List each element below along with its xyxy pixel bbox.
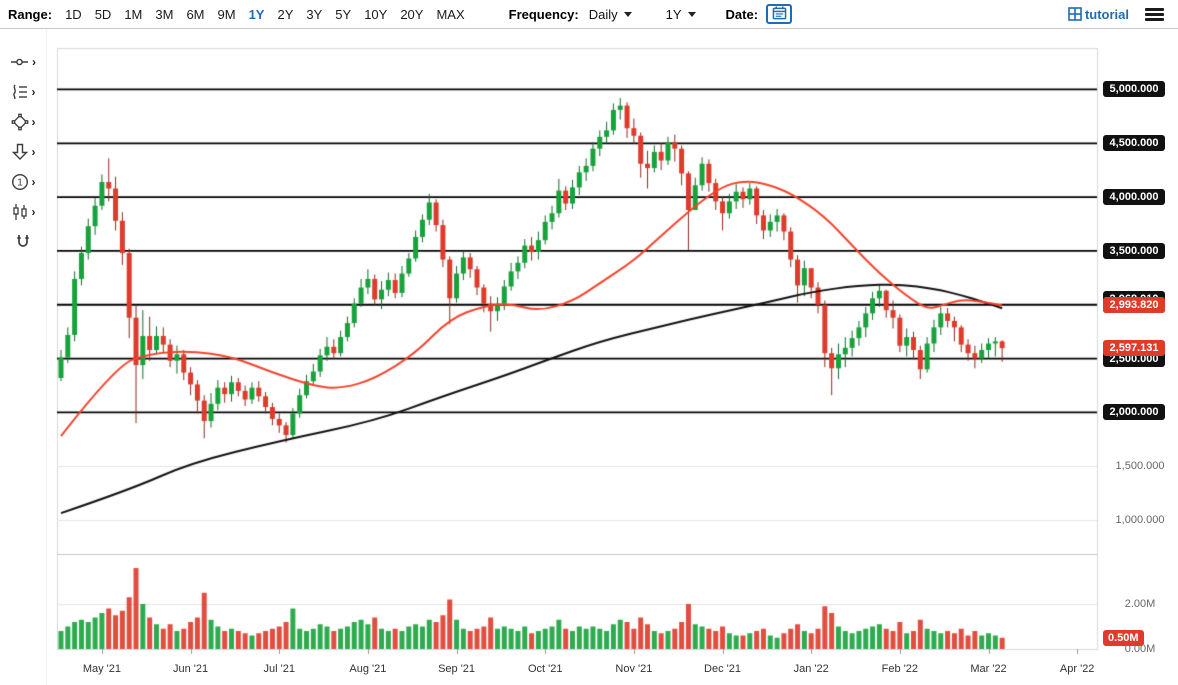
chevron-right-icon[interactable]: ›: [31, 85, 36, 99]
frequency-label: Frequency:: [508, 6, 579, 22]
brand-text: tutorial: [1084, 6, 1129, 22]
x-axis-label: Jun '21: [173, 663, 209, 675]
chevron-down-icon: [623, 11, 632, 17]
price-level-badge: 4,000.000: [1103, 189, 1165, 206]
range-5y[interactable]: 5Y: [335, 6, 352, 22]
range-1d[interactable]: 1D: [65, 6, 82, 22]
chevron-right-icon[interactable]: ›: [31, 205, 36, 219]
last-volume-badge: 0.50M: [1103, 629, 1144, 646]
period-select[interactable]: 1Y: [666, 7, 696, 22]
shape-tool-icon: [11, 113, 29, 131]
range-1m[interactable]: 1M: [124, 6, 143, 22]
range-5d[interactable]: 5D: [94, 6, 112, 22]
range-10y[interactable]: 10Y: [364, 6, 388, 22]
date-label: Date:: [725, 6, 759, 22]
x-axis-label: Jul '21: [263, 663, 295, 675]
tool-magnet-tool[interactable]: [0, 227, 46, 257]
price-level-badge: 3,500.000: [1103, 242, 1165, 259]
tool-chart-pattern-tool[interactable]: ›: [0, 197, 46, 227]
x-axis-label: Mar '22: [970, 663, 1007, 675]
grid-icon: [1068, 7, 1082, 21]
brand-logo[interactable]: tutorial: [1068, 7, 1129, 22]
price-level-badge: 2,000.000: [1103, 404, 1165, 421]
x-axis-label: Dec '21: [704, 663, 742, 675]
period-value: 1Y: [665, 6, 682, 22]
drawing-tools-sidebar: › › › › 1 › ›: [0, 29, 47, 685]
range-1y[interactable]: 1Y: [248, 6, 265, 22]
chart-region: May '21 Jun '21 Jul '21 Aug '21 Sep '21 Oct '…: [47, 29, 1178, 685]
range-max[interactable]: MAX: [436, 6, 465, 22]
chevron-down-icon: [687, 11, 696, 17]
chevron-right-icon[interactable]: ›: [31, 145, 36, 159]
price-axis-label: 1,000.000: [1115, 514, 1165, 527]
frequency-select[interactable]: Daily: [589, 7, 632, 22]
x-axis-label: Apr '22: [1059, 663, 1095, 675]
annotation-number-tool-icon: 1: [11, 173, 29, 191]
frequency-value: Daily: [588, 6, 618, 22]
x-axis-label: Nov '21: [615, 663, 653, 675]
range-label: Range:: [8, 6, 53, 22]
volume-axis-label: 0.00M: [1124, 643, 1156, 655]
tool-measure-line-tool[interactable]: ›: [0, 47, 46, 77]
chart-canvas[interactable]: [47, 29, 1178, 685]
range-6m[interactable]: 6M: [186, 6, 205, 22]
range-2y[interactable]: 2Y: [277, 6, 294, 22]
top-toolbar: Range: 1D 5D 1M 3M 6M 9M 1Y 2Y 3Y 5Y 10Y 20Y MAX Fre…: [0, 0, 1178, 29]
price-axis-label: 1,500.000: [1115, 460, 1165, 473]
x-axis-label: Oct '21: [527, 663, 563, 675]
tool-fibonacci-tool[interactable]: ›: [0, 77, 46, 107]
tool-annotation-number-tool[interactable]: 1 ›: [0, 167, 46, 197]
measure-line-tool-icon: [10, 53, 29, 71]
range-9m[interactable]: 9M: [217, 6, 236, 22]
calendar-icon: [772, 5, 787, 23]
price-level-badge: 5,000.000: [1103, 81, 1165, 98]
volume-axis-label: 2.00M: [1124, 598, 1156, 610]
range-3m[interactable]: 3M: [155, 6, 174, 22]
x-axis-label: May '21: [82, 663, 121, 675]
x-axis-label: Sep '21: [438, 663, 476, 675]
red-ma-value-badge: 2,993.820: [1103, 297, 1165, 314]
x-axis-label: Jan '22: [793, 663, 829, 675]
tool-shape-tool[interactable]: ›: [0, 107, 46, 137]
fibonacci-tool-icon: [11, 83, 29, 101]
tool-arrow-tool[interactable]: ›: [0, 137, 46, 167]
chart-pattern-tool-icon: [11, 203, 29, 221]
chevron-right-icon[interactable]: ›: [31, 115, 36, 129]
menu-hamburger-icon[interactable]: [1145, 7, 1164, 21]
price-level-badge: 4,500.000: [1103, 135, 1165, 152]
magnet-tool-icon: [14, 233, 32, 251]
x-axis-label: Aug '21: [349, 663, 387, 675]
range-selector: 1D 5D 1M 3M 6M 9M 1Y 2Y 3Y 5Y 10Y 20Y MAX: [52, 7, 465, 22]
x-axis-label: Feb '22: [881, 663, 919, 675]
arrow-tool-icon: [11, 143, 29, 161]
chevron-right-icon[interactable]: ›: [31, 175, 36, 189]
chevron-right-icon[interactable]: ›: [32, 55, 36, 69]
svg-text:1: 1: [17, 178, 23, 189]
last-price-badge: 2,597.131: [1103, 340, 1165, 357]
range-3y[interactable]: 3Y: [306, 6, 323, 22]
date-picker-button[interactable]: [766, 4, 793, 24]
range-20y[interactable]: 20Y: [400, 6, 424, 22]
